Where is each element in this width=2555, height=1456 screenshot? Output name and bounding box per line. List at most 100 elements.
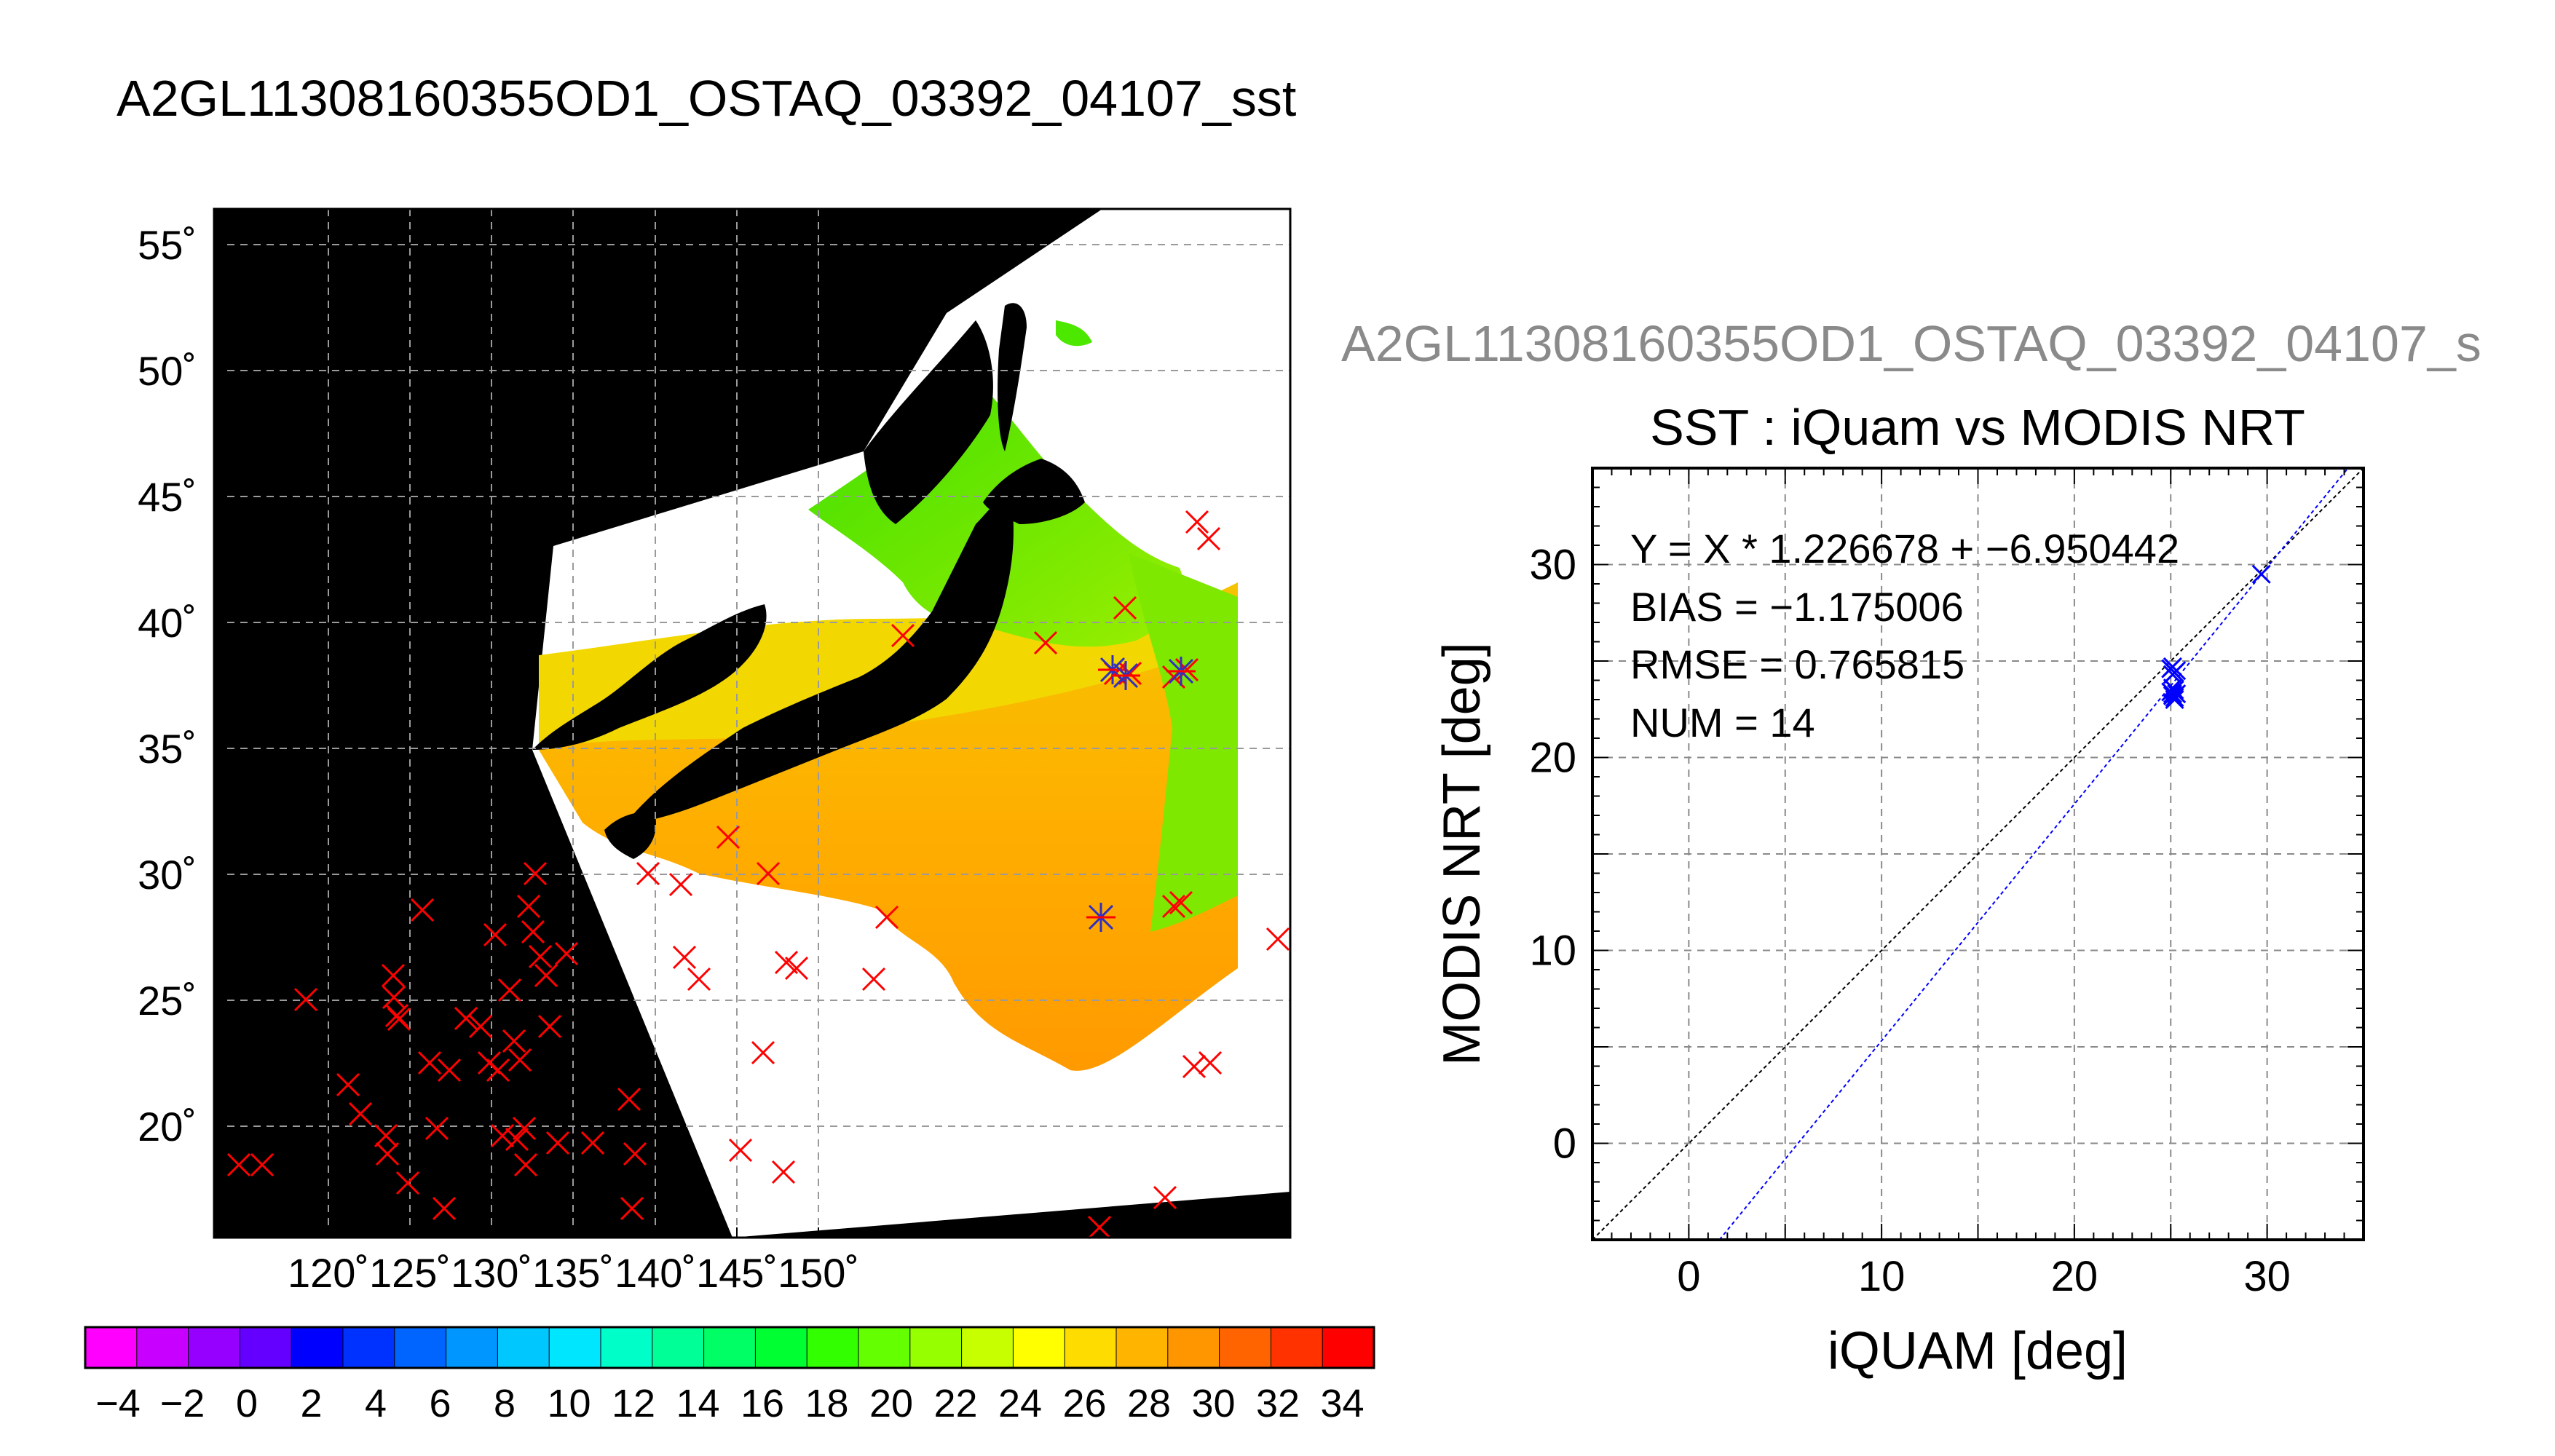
iquam-marker xyxy=(537,1014,562,1039)
colorbar-label: 26 xyxy=(1062,1382,1106,1425)
colorbar-cell xyxy=(85,1327,138,1368)
iquam-marker xyxy=(874,905,899,930)
iquam-marker xyxy=(508,1048,532,1072)
iquam-marker xyxy=(716,825,741,850)
map-lat-tick-label: 25˚ xyxy=(138,978,197,1024)
colorbar-label: 6 xyxy=(429,1382,451,1425)
colorbar-cell xyxy=(1065,1327,1117,1368)
matched-marker xyxy=(1086,903,1115,932)
colorbar-cell xyxy=(240,1327,292,1368)
iquam-marker xyxy=(516,894,541,919)
main-title: A2GL11308160355OD1_OSTAQ_03392_04107_sst xyxy=(117,70,1296,127)
matched-marker xyxy=(1166,657,1196,686)
data-point xyxy=(2165,662,2184,682)
iquam-marker xyxy=(861,967,886,992)
colorbar-cell xyxy=(343,1327,395,1368)
colorbar-cell xyxy=(1013,1327,1065,1368)
colorbar-cell xyxy=(807,1327,859,1368)
iquam-marker xyxy=(672,945,697,970)
chart-title: SST : iQuam vs MODIS NRT xyxy=(1650,399,2305,456)
map-lon-tick-label: 150˚ xyxy=(778,1250,859,1296)
iquam-marker xyxy=(336,1072,360,1097)
colorbar-label: 16 xyxy=(741,1382,784,1425)
land-kyushu xyxy=(604,812,656,859)
iquam-marker xyxy=(497,978,522,1002)
secondary-title: A2GL11308160355OD1_OSTAQ_03392_04107_s xyxy=(1341,315,2481,372)
iquam-marker xyxy=(381,963,406,988)
map-lon-tick-label: 135˚ xyxy=(532,1250,614,1296)
colorbar-cell xyxy=(394,1327,447,1368)
map-lat-tick-label: 55˚ xyxy=(138,222,197,268)
colorbar-cell xyxy=(446,1327,498,1368)
colorbar-cell xyxy=(703,1327,756,1368)
colorbar-cell xyxy=(1271,1327,1323,1368)
iquam-marker xyxy=(528,944,553,969)
iquam-marker xyxy=(486,1058,510,1083)
iquam-marker xyxy=(483,922,508,947)
iquam-marker xyxy=(620,1196,644,1221)
colorbar-cell xyxy=(497,1327,550,1368)
iquam-marker xyxy=(424,1116,449,1141)
colorbar-cell xyxy=(549,1327,601,1368)
colorbar-cell xyxy=(1322,1327,1375,1368)
colorbar-cell xyxy=(188,1327,240,1368)
iquam-marker xyxy=(250,1152,275,1177)
data-point xyxy=(2167,684,2187,704)
colorbar-cell xyxy=(1116,1327,1169,1368)
iquam-marker xyxy=(728,1138,753,1163)
colorbar-label: 10 xyxy=(547,1382,591,1425)
iquam-marker xyxy=(623,1142,647,1166)
iquam-marker xyxy=(891,623,915,648)
iquam-marker xyxy=(1087,1215,1112,1240)
chart-y-tick-label: 20 xyxy=(1529,735,1576,782)
map-lat-tick-label: 20˚ xyxy=(138,1104,197,1150)
map-lat-tick-label: 45˚ xyxy=(138,474,197,520)
iquam-marker xyxy=(534,963,558,988)
matched-marker xyxy=(1111,661,1140,690)
colorbar-cell xyxy=(1219,1327,1271,1368)
land-sakhalin xyxy=(998,303,1027,451)
iquam-marker xyxy=(410,898,435,922)
iquam-marker xyxy=(1153,1185,1177,1210)
colorbar-label: 0 xyxy=(236,1382,258,1425)
iquam-marker xyxy=(756,861,781,886)
map-lon-tick-label: 125˚ xyxy=(369,1250,451,1296)
colorbar-label: 14 xyxy=(676,1382,719,1425)
iquam-marker xyxy=(417,1051,442,1075)
chart-frame xyxy=(1591,467,2365,1241)
colorbar-label: 8 xyxy=(494,1382,516,1425)
iquam-marker xyxy=(454,1006,478,1031)
iquam-marker xyxy=(668,872,693,897)
fit-line xyxy=(1718,467,2349,1241)
map-lat-tick-label: 35˚ xyxy=(138,726,197,772)
matched-marker xyxy=(1098,655,1127,684)
iquam-marker xyxy=(502,1029,526,1053)
iquam-marker xyxy=(1161,894,1186,919)
colorbar-label: 30 xyxy=(1191,1382,1235,1425)
iquam-marker xyxy=(1033,630,1058,655)
colorbar-label: 28 xyxy=(1127,1382,1171,1425)
iquam-marker xyxy=(1185,510,1209,534)
iquam-marker xyxy=(226,1152,251,1177)
iquam-marker xyxy=(521,919,545,944)
chart-points xyxy=(2161,564,2271,710)
colorbar-cell xyxy=(755,1327,807,1368)
colorbar-labels: −4 −2 0 2 4 6 8 10 12 14 16 18 20 22 24 26 28 30 32 34 xyxy=(95,1382,1364,1425)
colorbar-label: 34 xyxy=(1320,1382,1364,1425)
stats-rmse: RMSE = 0.765815 xyxy=(1630,641,1964,687)
colorbar-label: 18 xyxy=(805,1382,848,1425)
colorbar-frame xyxy=(84,1326,1375,1369)
iquam-marker xyxy=(1113,596,1137,620)
iquam-marker xyxy=(687,967,711,992)
iquam-marker xyxy=(375,1142,400,1166)
iquam-marker xyxy=(437,1058,462,1083)
iquam-marker xyxy=(513,1152,538,1177)
iquam-marker xyxy=(1182,1054,1207,1079)
chart-y-tick-label: 30 xyxy=(1529,542,1576,589)
colorbar-cell xyxy=(601,1327,653,1368)
chart-x-tick-label: 20 xyxy=(2051,1253,2098,1300)
land-hokkaido xyxy=(983,459,1085,524)
iquam-marker xyxy=(751,1040,775,1065)
map-frame xyxy=(213,207,1292,1239)
